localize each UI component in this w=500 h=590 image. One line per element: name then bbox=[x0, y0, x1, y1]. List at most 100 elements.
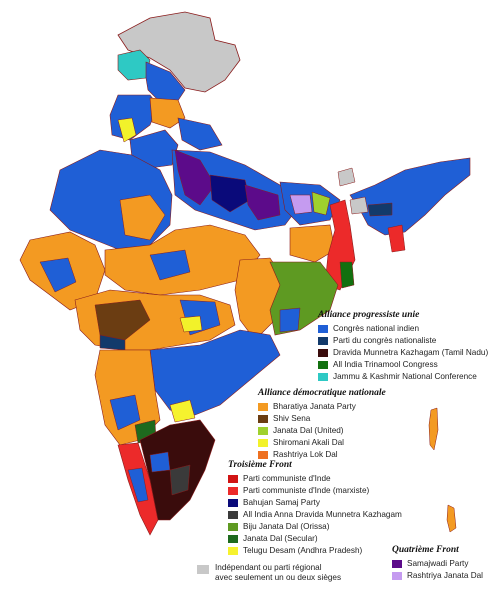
ncp-swatch bbox=[318, 336, 328, 345]
legend-item-third-1: Parti communiste d'Inde (marxiste) bbox=[228, 485, 402, 496]
sp-swatch bbox=[392, 559, 402, 568]
region-kashmir-north bbox=[117, 11, 241, 93]
legend-item-independent: Indépendant ou parti régional avec seule… bbox=[197, 563, 341, 583]
cpim-swatch bbox=[228, 486, 238, 495]
rld-swatch bbox=[258, 450, 268, 459]
region-maharashtra-shivsena bbox=[94, 299, 151, 341]
jds-swatch bbox=[228, 534, 238, 543]
region-punjab-sad bbox=[117, 117, 137, 143]
region-jharkhand bbox=[289, 224, 336, 263]
bjd-swatch bbox=[228, 522, 238, 531]
region-sikkim bbox=[337, 167, 356, 187]
legend-label: Telugu Desam (Andhra Pradesh) bbox=[243, 546, 363, 555]
legend-item-nda-3: Shiromani Akali Dal bbox=[258, 437, 386, 448]
region-tn-aiadmk bbox=[169, 464, 191, 496]
region-andhra-tdp bbox=[169, 399, 196, 423]
legend-item-upa-3: All India Trinamool Congress bbox=[318, 359, 488, 370]
region-karnataka-congress bbox=[109, 394, 141, 431]
legend-item-upa-1: Parti du congrès nationaliste bbox=[318, 335, 488, 346]
region-tn-congress bbox=[149, 451, 171, 473]
region-maharashtra-sad bbox=[179, 315, 203, 333]
legend-items-upa: Congrès national indien Parti du congrès … bbox=[318, 323, 488, 382]
legend-item-third-2: Bahujan Samaj Party bbox=[228, 497, 402, 508]
legend-label: Janata Dal (Secular) bbox=[243, 534, 318, 543]
legend-item-third-4: Biju Janata Dal (Orissa) bbox=[228, 521, 402, 532]
legend-item-third-6: Telugu Desam (Andhra Pradesh) bbox=[228, 545, 402, 556]
legend-label: Bahujan Samaj Party bbox=[243, 498, 320, 507]
tmc-swatch bbox=[318, 360, 328, 369]
shivsena-swatch bbox=[258, 414, 268, 423]
legend-label: Parti communiste d'Inde (marxiste) bbox=[243, 486, 370, 495]
bsp-swatch bbox=[228, 498, 238, 507]
legend-item-nda-2: Janata Dal (United) bbox=[258, 425, 386, 436]
legend-label: Congrès national indien bbox=[333, 324, 420, 333]
legend-label: Parti du congrès nationaliste bbox=[333, 336, 437, 345]
region-andhra bbox=[149, 329, 281, 416]
region-himachal bbox=[149, 97, 186, 129]
legend-item-fourth-1: Rashtriya Janata Dal bbox=[392, 570, 483, 581]
region-wb-tmc bbox=[339, 261, 355, 289]
congress-swatch bbox=[318, 324, 328, 333]
legend-label: All India Trinamool Congress bbox=[333, 360, 438, 369]
legend-label: Rashtriya Janata Dal bbox=[407, 571, 483, 580]
legend-nda: Alliance démocratique nationale Bharatiy… bbox=[258, 388, 386, 461]
map-regions bbox=[19, 11, 471, 536]
legend-item-upa-0: Congrès national indien bbox=[318, 323, 488, 334]
legend-label: All India Anna Dravida Munnetra Kazhagam bbox=[243, 510, 402, 519]
region-up-bsp bbox=[209, 174, 251, 213]
legend-title-nda: Alliance démocratique nationale bbox=[258, 388, 386, 398]
legend-items-fourth: Samajwadi Party Rashtriya Janata Dal bbox=[392, 558, 483, 581]
aiadmk-swatch bbox=[228, 510, 238, 519]
legend-item-nda-1: Shiv Sena bbox=[258, 413, 386, 424]
legend-label: Bharatiya Janata Party bbox=[273, 402, 356, 411]
region-meghalaya-ncp bbox=[367, 202, 393, 217]
rjd-swatch bbox=[392, 571, 402, 580]
region-bihar-jdu bbox=[311, 191, 331, 216]
region-ne-grey bbox=[349, 196, 369, 215]
region-uttarakhand bbox=[177, 117, 223, 151]
legend-label: Rashtriya Lok Dal bbox=[273, 450, 338, 459]
legend-label: Shiv Sena bbox=[273, 414, 311, 423]
independent-swatch bbox=[197, 565, 209, 574]
legend-title-third: Troisième Front bbox=[228, 460, 292, 470]
region-northeast bbox=[349, 157, 471, 236]
dmk-swatch bbox=[318, 348, 328, 357]
region-rajasthan-bjp bbox=[119, 194, 166, 241]
legend-item-upa-2: Dravida Munnetra Kazhagam (Tamil Nadu) bbox=[318, 347, 488, 358]
legend-item-third-5: Janata Dal (Secular) bbox=[228, 533, 402, 544]
region-up-sp2 bbox=[244, 184, 281, 221]
jdu-swatch bbox=[258, 426, 268, 435]
legend-label: Biju Janata Dal (Orissa) bbox=[243, 522, 330, 531]
legend-independent-line2: avec seulement un ou deux sièges bbox=[215, 573, 342, 582]
region-up-sp bbox=[174, 149, 216, 206]
legend-item-upa-4: Jammu & Kashmir National Conference bbox=[318, 371, 488, 382]
region-mp-congress bbox=[149, 249, 191, 281]
region-tripura bbox=[387, 224, 406, 253]
legend-label: Dravida Munnetra Kazhagam (Tamil Nadu) bbox=[333, 348, 489, 357]
region-kerala-congress bbox=[127, 467, 149, 503]
region-bihar-rjd bbox=[289, 194, 313, 215]
legend-title-fourth: Quatrième Front bbox=[392, 545, 459, 555]
legend-third-front: Troisième Front Parti communiste d'Inde P… bbox=[228, 460, 402, 557]
legend-independent: Indépendant ou parti régional avec seule… bbox=[197, 563, 341, 584]
tdp-swatch bbox=[228, 546, 238, 555]
legend-label: Samajwadi Party bbox=[407, 559, 469, 568]
legend-independent-line1: Indépendant ou parti régional bbox=[215, 563, 322, 572]
legend-item-third-3: All India Anna Dravida Munnetra Kazhagam bbox=[228, 509, 402, 520]
region-nicobar bbox=[446, 504, 457, 533]
region-odisha-congress bbox=[279, 307, 301, 333]
cpi-swatch bbox=[228, 474, 238, 483]
legend-item-nda-4: Rashtriya Lok Dal bbox=[258, 449, 386, 460]
legend-label: Jammu & Kashmir National Conference bbox=[333, 372, 477, 381]
jknc-swatch bbox=[318, 372, 328, 381]
region-gujarat-congress bbox=[39, 257, 77, 293]
bjp-swatch bbox=[258, 402, 268, 411]
legend-label: Janata Dal (United) bbox=[273, 426, 344, 435]
legend-item-nda-0: Bharatiya Janata Party bbox=[258, 401, 386, 412]
legend-title-upa: Alliance progressiste unie bbox=[318, 310, 420, 320]
legend-item-third-0: Parti communiste d'Inde bbox=[228, 473, 402, 484]
legend-items-nda: Bharatiya Janata Party Shiv Sena Janata Da… bbox=[258, 401, 386, 460]
sad-swatch bbox=[258, 438, 268, 447]
legend-label: Shiromani Akali Dal bbox=[273, 438, 344, 447]
